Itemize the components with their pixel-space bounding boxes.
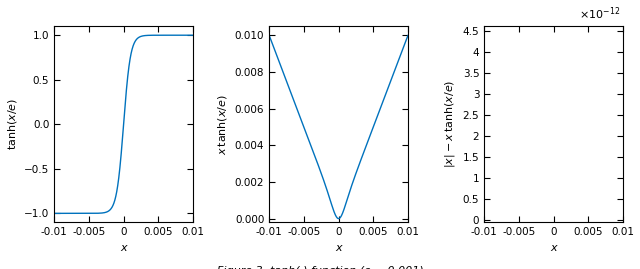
X-axis label: x: x bbox=[550, 243, 557, 253]
X-axis label: x: x bbox=[120, 243, 127, 253]
Text: Figure 3: tanh(·) function (e = 0.001): Figure 3: tanh(·) function (e = 0.001) bbox=[216, 266, 424, 269]
Y-axis label: $\tanh(x/e)$: $\tanh(x/e)$ bbox=[6, 98, 19, 150]
X-axis label: x: x bbox=[335, 243, 342, 253]
Y-axis label: $x\,\tanh(x/e)$: $x\,\tanh(x/e)$ bbox=[216, 94, 229, 155]
Text: $\times 10^{-12}$: $\times 10^{-12}$ bbox=[579, 6, 620, 22]
Y-axis label: $|x| - x\,\tanh(x/e)$: $|x| - x\,\tanh(x/e)$ bbox=[443, 80, 457, 168]
